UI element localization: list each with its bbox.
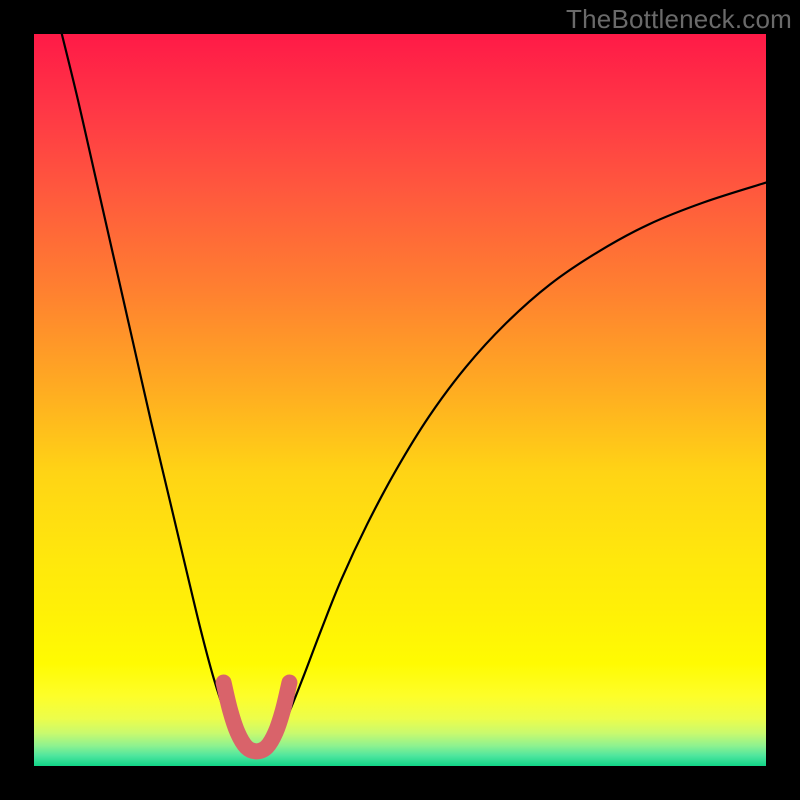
plot-area: [34, 34, 766, 766]
plot-svg: [34, 34, 766, 766]
watermark-text: TheBottleneck.com: [566, 4, 792, 35]
gradient-background: [34, 34, 766, 766]
